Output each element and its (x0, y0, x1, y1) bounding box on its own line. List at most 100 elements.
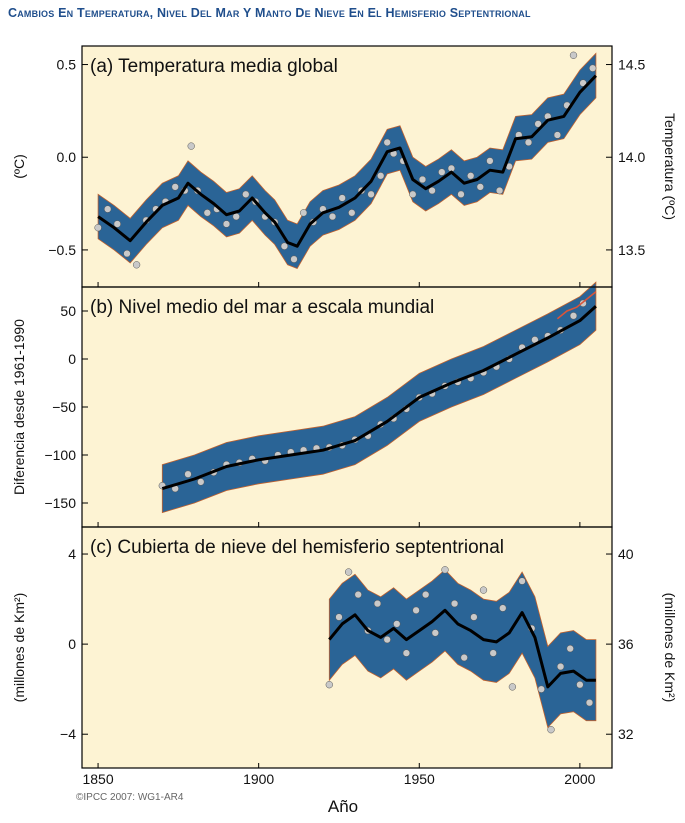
data-point (383, 138, 391, 147)
data-point (495, 186, 504, 195)
y-tick-label: 0.5 (57, 57, 77, 73)
data-point (171, 183, 179, 191)
data-point (579, 79, 587, 87)
data-point (367, 190, 375, 198)
annual-points (325, 566, 594, 734)
y-tick-label: −4 (60, 726, 76, 742)
right-y-tick-label: 36 (618, 636, 634, 652)
data-point (508, 683, 517, 691)
right-y-tick-label: 32 (618, 726, 634, 742)
y-tick-label: −100 (44, 447, 76, 463)
x-tick-label: 1900 (243, 771, 274, 787)
right-y-axis-label: Temperatura (ºC) (662, 113, 678, 220)
y-tick-label: 4 (68, 546, 76, 562)
data-point (450, 599, 459, 608)
x-tick-label: 2000 (564, 771, 595, 787)
data-point (431, 629, 439, 637)
data-point (393, 620, 401, 628)
data-point (187, 142, 195, 150)
data-point (232, 212, 240, 221)
data-point (280, 242, 289, 250)
y-tick-label: 50 (60, 303, 76, 319)
data-point (553, 131, 562, 139)
data-point (441, 566, 449, 574)
data-point (556, 662, 565, 671)
data-point (534, 120, 542, 128)
panel-a: (a) Temperatura media global −0.5 0.0 0.5 (º… (11, 45, 678, 288)
x-tick-label: 1950 (404, 771, 435, 787)
panel-frame (81, 526, 613, 769)
y-tick-label: −0.5 (48, 242, 76, 258)
right-y-tick-label: 13.5 (618, 242, 645, 258)
data-point (373, 599, 382, 608)
data-point (470, 613, 478, 621)
data-point (299, 209, 308, 217)
data-point (524, 138, 533, 147)
panel-title: (b) Nivel medio del mar a escala mundial (90, 297, 434, 318)
data-point (242, 190, 250, 198)
y-tick-label: −50 (52, 399, 76, 415)
uncertainty-band (328, 569, 597, 729)
data-point (428, 186, 436, 195)
data-point (486, 157, 494, 165)
right-y-tick-label: 40 (618, 546, 634, 562)
smoothed-line (161, 305, 597, 491)
right-y-tick-label: 14.5 (618, 57, 645, 73)
data-point (123, 249, 131, 258)
page-title: Cambios En Temperatura, Nivel Del Mar Y … (8, 6, 531, 20)
y-axis-label: (millones de Km²) (11, 593, 27, 703)
right-y-tick-label: 14.0 (618, 149, 645, 165)
data-point (184, 470, 192, 478)
data-point (348, 209, 356, 217)
y-tick-label: 0 (68, 636, 76, 652)
data-point (222, 220, 231, 228)
y-tick-label: 0.0 (57, 149, 77, 165)
data-point (412, 606, 420, 614)
data-point (203, 209, 211, 217)
uncertainty-band (97, 52, 597, 269)
data-point (354, 590, 362, 599)
data-point (537, 685, 545, 693)
x-axis-label: Año (328, 797, 358, 816)
data-point (438, 168, 446, 176)
panel-title: (a) Temperatura media global (90, 56, 338, 77)
data-point (589, 64, 597, 72)
data-point (576, 681, 584, 689)
data-point (104, 205, 112, 213)
data-point (402, 649, 411, 657)
data-point (422, 590, 430, 599)
smoothed-line (97, 74, 597, 248)
data-point (94, 224, 102, 232)
data-point (476, 183, 484, 191)
data-point (344, 568, 353, 576)
data-point (479, 586, 488, 594)
data-point (569, 51, 578, 59)
data-point (547, 726, 555, 734)
panel-b: (b) Nivel medio del mar a escala mundial… (11, 281, 613, 528)
footer-credit: ©IPCC 2007: WG1-AR4 (76, 792, 184, 803)
data-point (585, 699, 594, 707)
data-point (113, 220, 121, 228)
data-point (383, 635, 391, 644)
data-point (335, 613, 343, 621)
data-point (499, 604, 507, 612)
data-point (325, 681, 333, 689)
y-tick-label: −150 (44, 495, 76, 511)
x-tick-label: 1850 (82, 771, 113, 787)
panel-background-1 (82, 46, 612, 287)
smoothed-line (328, 608, 596, 689)
y-axis-label: Diferencia desde 1961-1990 (11, 319, 27, 495)
data-point (569, 312, 578, 320)
panel-title: (c) Cubierta de nieve del hemisferio sep… (90, 537, 504, 558)
data-point (467, 172, 475, 180)
data-point (566, 644, 574, 653)
uncertainty-band (161, 281, 597, 514)
data-point (338, 194, 346, 202)
data-point (457, 190, 465, 198)
data-point (418, 175, 427, 184)
y-tick-label: 0 (68, 351, 76, 367)
data-point (460, 653, 468, 662)
right-y-axis-label: (millones de Km²) (662, 593, 678, 703)
data-point (197, 478, 205, 486)
